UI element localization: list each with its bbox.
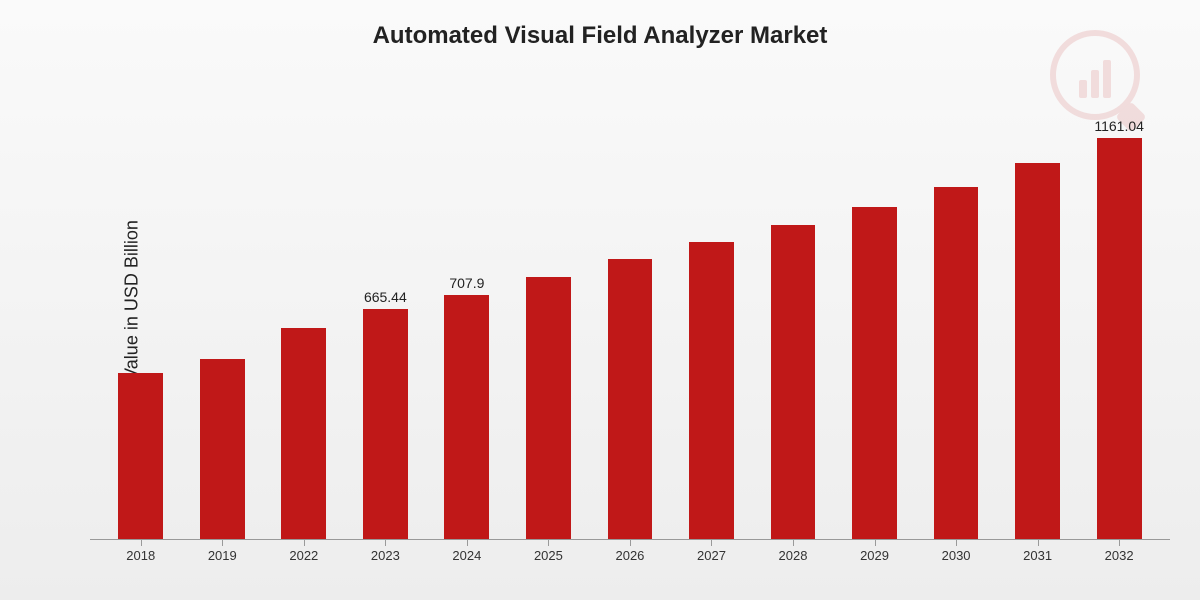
chart-area: Market Value in USD Billion 665.44707.91… — [60, 90, 1170, 570]
bar-slot — [589, 90, 671, 539]
x-tick-label: 2027 — [671, 540, 753, 570]
chart-title: Automated Visual Field Analyzer Market — [0, 0, 1200, 50]
x-tick-label: 2032 — [1078, 540, 1160, 570]
x-axis: 2018201920222023202420252026202720282029… — [90, 540, 1170, 570]
bar — [444, 295, 489, 539]
bar-slot — [182, 90, 264, 539]
bar-value-label: 1161.04 — [1094, 118, 1144, 134]
bar-slot: 1161.04 — [1078, 90, 1160, 539]
x-tick-label: 2023 — [345, 540, 427, 570]
bar — [852, 207, 897, 539]
bar — [281, 328, 326, 539]
bar — [608, 259, 653, 539]
bar — [771, 225, 816, 539]
bar — [1097, 138, 1142, 539]
bar — [934, 187, 979, 539]
bar — [200, 359, 245, 539]
x-tick-label: 2026 — [589, 540, 671, 570]
x-tick-label: 2028 — [752, 540, 834, 570]
bar-slot — [100, 90, 182, 539]
plot-region: 665.44 707.9 1161.04 — [90, 90, 1170, 540]
x-tick-label: 2022 — [263, 540, 345, 570]
bar-slot — [915, 90, 997, 539]
bar-slot: 665.44 — [345, 90, 427, 539]
x-tick-label: 2029 — [834, 540, 916, 570]
bar-slot — [752, 90, 834, 539]
bar-value-label: 665.44 — [364, 289, 407, 305]
x-tick-label: 2025 — [508, 540, 590, 570]
bar-slot — [263, 90, 345, 539]
bar — [1015, 163, 1060, 539]
x-tick-label: 2018 — [100, 540, 182, 570]
bar-slot — [671, 90, 753, 539]
bar-slot — [997, 90, 1079, 539]
x-tick-label: 2024 — [426, 540, 508, 570]
bar — [526, 277, 571, 539]
bar-slot: 707.9 — [426, 90, 508, 539]
bar-slot — [508, 90, 590, 539]
bar-slot — [834, 90, 916, 539]
x-tick-label: 2031 — [997, 540, 1079, 570]
bar — [118, 373, 163, 539]
x-tick-label: 2019 — [182, 540, 264, 570]
x-tick-label: 2030 — [915, 540, 997, 570]
bar — [363, 309, 408, 539]
bar — [689, 242, 734, 539]
bar-value-label: 707.9 — [449, 275, 484, 291]
